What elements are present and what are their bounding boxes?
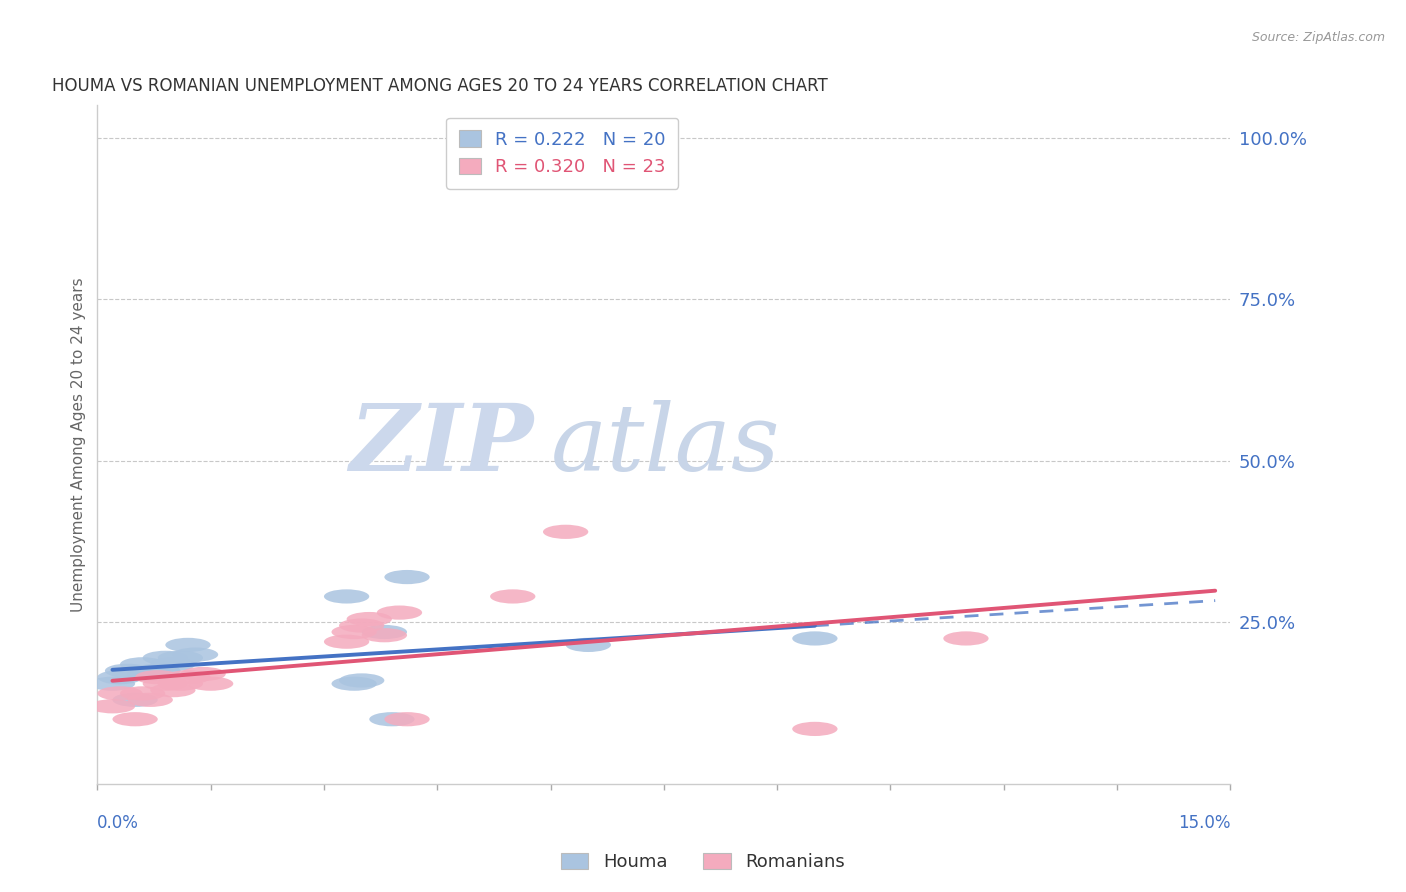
Ellipse shape (135, 670, 180, 684)
Ellipse shape (323, 590, 370, 604)
Y-axis label: Unemployment Among Ages 20 to 24 years: Unemployment Among Ages 20 to 24 years (72, 277, 86, 612)
Ellipse shape (128, 667, 173, 681)
Text: 15.0%: 15.0% (1178, 814, 1230, 832)
Ellipse shape (792, 632, 838, 646)
Ellipse shape (361, 625, 406, 639)
Ellipse shape (157, 676, 202, 690)
Ellipse shape (105, 664, 150, 678)
Ellipse shape (332, 676, 377, 690)
Ellipse shape (943, 632, 988, 646)
Ellipse shape (150, 683, 195, 698)
Ellipse shape (347, 612, 392, 626)
Ellipse shape (120, 657, 166, 672)
Text: ZIP: ZIP (349, 400, 533, 490)
Ellipse shape (384, 570, 430, 584)
Ellipse shape (150, 657, 195, 672)
Ellipse shape (323, 634, 370, 648)
Ellipse shape (97, 686, 142, 700)
Ellipse shape (112, 693, 157, 707)
Text: atlas: atlas (551, 400, 780, 490)
Ellipse shape (90, 699, 135, 714)
Ellipse shape (332, 625, 377, 639)
Ellipse shape (339, 673, 384, 688)
Ellipse shape (377, 606, 422, 620)
Ellipse shape (142, 651, 188, 665)
Ellipse shape (97, 670, 142, 684)
Ellipse shape (112, 712, 157, 726)
Ellipse shape (128, 693, 173, 707)
Ellipse shape (180, 667, 226, 681)
Ellipse shape (135, 664, 180, 678)
Ellipse shape (166, 638, 211, 652)
Legend: Houma, Romanians: Houma, Romanians (554, 846, 852, 879)
Ellipse shape (90, 676, 135, 690)
Ellipse shape (491, 590, 536, 604)
Ellipse shape (565, 638, 612, 652)
Ellipse shape (188, 676, 233, 690)
Ellipse shape (370, 712, 415, 726)
Text: 0.0%: 0.0% (97, 814, 139, 832)
Ellipse shape (142, 676, 188, 690)
Ellipse shape (157, 651, 202, 665)
Ellipse shape (792, 722, 838, 736)
Ellipse shape (384, 712, 430, 726)
Text: HOUMA VS ROMANIAN UNEMPLOYMENT AMONG AGES 20 TO 24 YEARS CORRELATION CHART: HOUMA VS ROMANIAN UNEMPLOYMENT AMONG AGE… (52, 78, 828, 95)
Ellipse shape (166, 670, 211, 684)
Ellipse shape (543, 524, 588, 539)
Text: Source: ZipAtlas.com: Source: ZipAtlas.com (1251, 31, 1385, 45)
Ellipse shape (361, 628, 406, 642)
Ellipse shape (120, 686, 166, 700)
Ellipse shape (173, 648, 218, 662)
Ellipse shape (339, 618, 384, 632)
Legend: R = 0.222   N = 20, R = 0.320   N = 23: R = 0.222 N = 20, R = 0.320 N = 23 (446, 118, 678, 188)
